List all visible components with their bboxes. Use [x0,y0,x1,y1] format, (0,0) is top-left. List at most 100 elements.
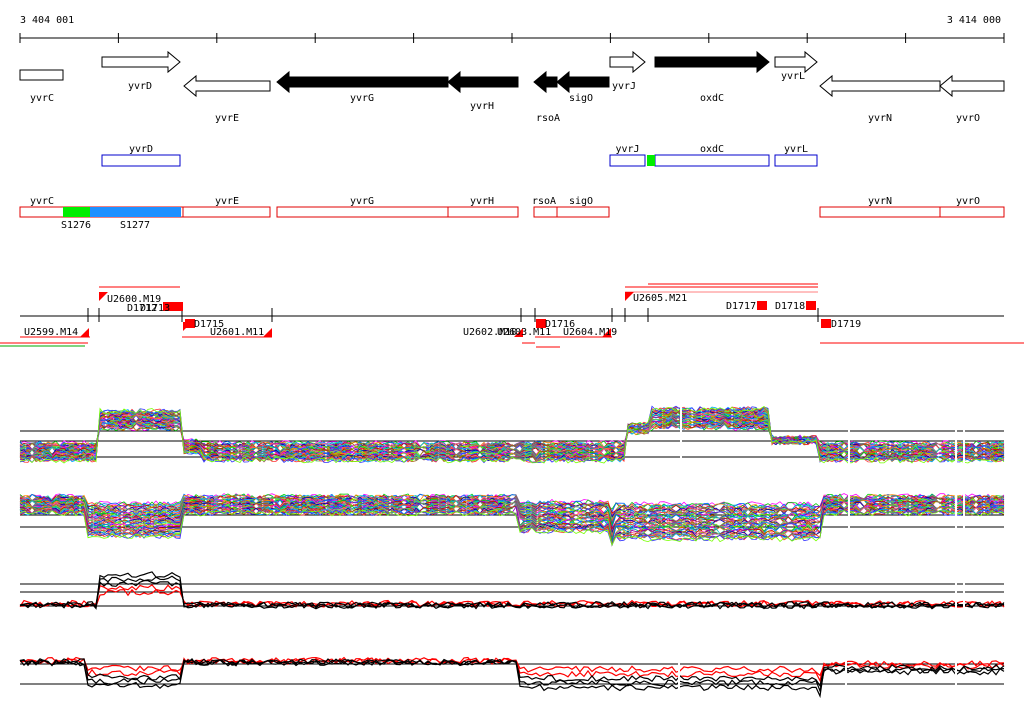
red-box-rsoa[interactable] [533,206,558,218]
feature-marker[interactable] [757,301,767,310]
blue-box-oxdc[interactable] [654,154,770,167]
expression-line [19,502,1005,537]
feature-triangle [625,292,634,301]
feature-marker[interactable] [806,301,816,310]
feature-label-d1717: D1717 [726,301,756,312]
panel-gap [680,398,682,470]
segment-s1277[interactable] [90,207,181,217]
feature-label-u2604-m19: U2604.M19 [563,327,617,338]
feature-label-u2602-m10: U2602.M10 [463,327,517,338]
gene-track: yvrC yvrD yvrE yvrG yvrH rsoA sigO yvrJ oxdC yvrL… [19,50,1005,124]
gene-label-yvrd: yvrD [128,81,152,92]
red-box-sigo[interactable] [556,206,610,218]
red-label-sigo: sigO [569,196,593,207]
red-box-yvrh[interactable] [447,206,519,218]
panel-gap [955,640,957,700]
expression-line [19,571,1005,610]
blue-label-yvrl: yvrL [784,144,808,155]
coord-start-label: 3 404 001 [20,15,74,26]
gene-label-yvre: yvrE [215,113,239,124]
feature-label-d1715: D1715 [194,319,224,330]
panel-gap [955,398,957,470]
red-box-yvro[interactable] [939,206,1005,218]
red-label-yvrh: yvrH [470,196,494,207]
gene-arrow-yvro[interactable] [939,74,1005,98]
red-label-yvre: yvrE [215,196,239,207]
expression-panels [19,398,1005,700]
gene-arrow-yvrn[interactable] [819,74,941,98]
red-gene-track: yvrC yvrE yvrG yvrH rsoA sigO yvrN yvrO [19,196,1005,218]
red-box-yvrg[interactable] [276,206,449,218]
panel-gap [963,398,965,470]
feature-label-u2599-m14: U2599.M14 [24,327,78,338]
blue-track-green-marker [647,155,655,166]
feature-label-d1716: D1716 [545,319,575,330]
panel-gap [963,478,965,545]
panel-gap [848,478,850,545]
blue-box-yvrd[interactable] [101,154,181,167]
blue-box-yvrl[interactable] [774,154,818,167]
feature-triangle [99,292,108,301]
red-label-yvro: yvrO [956,196,980,207]
feature-triangle [514,328,523,337]
gene-label-yvrh: yvrH [470,101,494,112]
gene-arrow-yvre[interactable] [183,74,271,98]
blue-label-yvrd: yvrD [129,144,153,155]
gene-arrow-yvrc[interactable] [19,69,64,81]
gene-arrow-yvrd[interactable] [101,50,181,74]
gene-label-yvrc: yvrC [30,93,54,104]
blue-gene-track: yvrD yvrJ oxdC yvrL [101,144,818,167]
feature-label-u2601-m11: U2601.M11 [210,327,264,338]
expression-line [19,659,1005,699]
feature-marker[interactable] [163,302,173,311]
segment-label-s1277: S1277 [120,220,150,231]
red-box-yvre[interactable] [182,206,271,218]
panel-gap [845,640,847,700]
expression-panel [19,565,1005,622]
gene-arrow-oxdc[interactable] [654,50,770,74]
feature-label-d1719: D1719 [831,319,861,330]
red-label-yvrg: yvrG [350,196,374,207]
blue-label-yvrj: yvrJ [615,144,639,155]
red-label-yvrc: yvrC [30,196,54,207]
segment-label-s1276: S1276 [61,220,91,231]
expression-panel [19,640,1005,700]
feature-triangle [80,328,89,337]
gene-label-rsoa: rsoA [536,113,560,124]
gene-label-yvro: yvrO [956,113,980,124]
feature-triangle [263,328,272,337]
coord-end-label: 3 414 000 [947,15,1001,26]
feature-label-d1718: D1718 [775,301,805,312]
feature-marker[interactable] [185,319,195,328]
expression-panel [19,398,1005,470]
red-label-rsoa: rsoA [532,196,556,207]
gene-label-yvrj: yvrJ [612,81,636,92]
gene-label-yvrg: yvrG [350,93,374,104]
segment-track: S1276 S1277 [61,207,181,231]
feature-label-d1713: D1713 [140,303,170,314]
gene-arrow-yvrl[interactable] [774,50,818,74]
feature-label-u2605-m21: U2605.M21 [633,293,687,304]
panel-gap [955,565,957,622]
gene-arrow-yvrg[interactable] [276,70,449,94]
segment-s1276[interactable] [63,207,90,217]
red-label-yvrn: yvrN [868,196,892,207]
gene-arrow-yvrj[interactable] [609,50,646,74]
panel-gap [848,398,850,470]
feature-marker[interactable] [536,319,546,328]
gene-arrow-sigo[interactable] [556,70,610,94]
feature-marker[interactable] [173,302,183,311]
gene-arrow-yvrh[interactable] [447,70,519,94]
blue-box-yvrj[interactable] [609,154,646,167]
gene-label-yvrn: yvrN [868,113,892,124]
gene-label-yvrl: yvrL [781,71,805,82]
blue-label-oxdc: oxdC [700,144,724,155]
feature-marker[interactable] [821,319,831,328]
gene-arrow-rsoa[interactable] [533,70,558,94]
expression-line [19,406,1005,464]
panel-gap [955,478,957,545]
panel-gap [963,565,965,622]
red-box-yvrn[interactable] [819,206,941,218]
